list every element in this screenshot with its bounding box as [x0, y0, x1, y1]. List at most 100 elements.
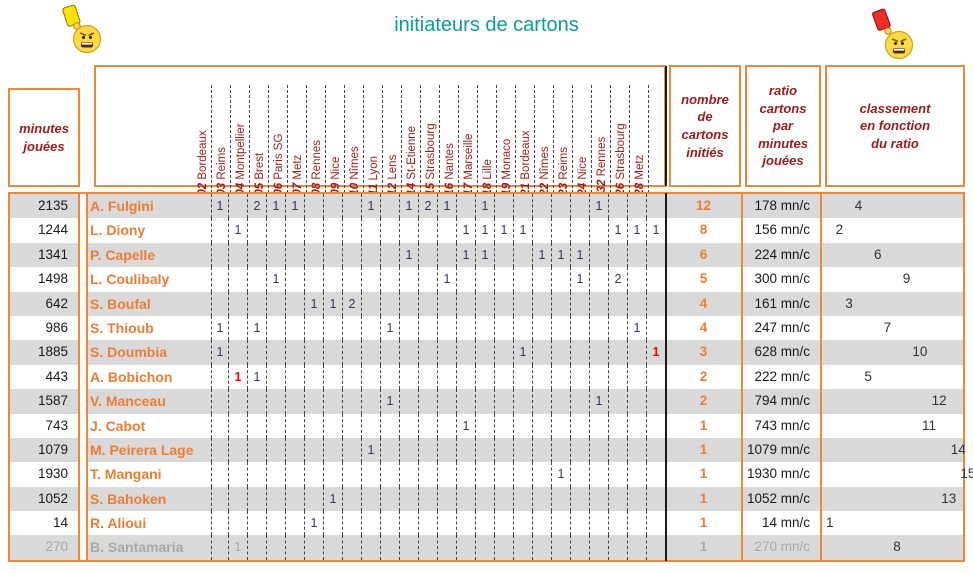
- card-cell: [514, 315, 533, 341]
- rank-cell: 8: [893, 539, 901, 555]
- card-cell: [400, 535, 419, 560]
- card-cell: [324, 340, 343, 365]
- ratio-header: ratio cartons par minutes jouées: [745, 65, 821, 187]
- card-cell: [628, 340, 647, 365]
- card-cell: [514, 242, 533, 268]
- card-cell: [324, 535, 343, 560]
- card-cell: [438, 437, 457, 463]
- card-cell: [229, 242, 248, 268]
- card-cell: 1: [552, 242, 571, 268]
- card-cell: [229, 486, 248, 512]
- card-cell: [438, 535, 457, 560]
- table-row: 1587 V. Manceau 1 1 2 794 mn/c 12: [10, 389, 963, 414]
- minutes-cell: 2135: [37, 198, 68, 213]
- card-cell: [381, 486, 400, 512]
- player-name: V. Manceau: [90, 393, 166, 410]
- card-cell: [457, 462, 476, 487]
- card-cell: [495, 389, 514, 414]
- card-cell: [324, 315, 343, 341]
- card-cell: [211, 364, 229, 390]
- card-cell: [647, 389, 666, 414]
- card-cell: [628, 437, 647, 463]
- card-cell: 1: [533, 242, 552, 268]
- card-cell: 1: [514, 340, 533, 365]
- card-cell: [476, 511, 495, 536]
- card-cell: [590, 535, 609, 560]
- ratio-cell: 14 mn/c: [741, 511, 822, 536]
- card-cell: [476, 340, 495, 365]
- card-cell: [419, 340, 438, 365]
- card-cell: [533, 462, 552, 487]
- card-cell: [324, 437, 343, 463]
- table-row: 270 B. Santamaria 1 1 270 mn/c 8: [10, 535, 963, 560]
- card-cell: [533, 437, 552, 463]
- rank-cell: 15: [960, 466, 973, 482]
- cards-count-cell: 2: [699, 393, 708, 409]
- column-separator: [553, 84, 554, 203]
- card-cell: [343, 511, 362, 536]
- card-cell: [609, 291, 628, 316]
- card-cell: [324, 194, 343, 219]
- card-cell: [476, 437, 495, 463]
- card-cell: 1: [211, 194, 229, 219]
- column-separator: [648, 84, 649, 203]
- card-cell: [211, 437, 229, 463]
- table-row: 1498 L. Coulibaly 1 1 1 2 5 300 mn/c 9: [10, 267, 963, 292]
- card-cell: [324, 389, 343, 414]
- card-cell: [324, 364, 343, 390]
- card-cell: [286, 218, 305, 243]
- column-separator: [629, 84, 630, 203]
- card-cell: [552, 267, 571, 292]
- card-cell: [229, 437, 248, 463]
- rank-cell: 7: [883, 319, 892, 335]
- card-cell: [609, 535, 628, 560]
- player-name: L. Diony: [90, 222, 146, 239]
- table-row: 2135 A. Fulgini 1 2 1 1 1 1 2 1 1 1 12 178 mn/c 4: [10, 194, 963, 219]
- card-cell: [400, 267, 419, 292]
- card-cell: [647, 511, 666, 536]
- card-cell: [400, 291, 419, 316]
- cards-count-cell: 6: [699, 246, 708, 262]
- card-cell: [457, 511, 476, 536]
- card-cell: [362, 413, 381, 438]
- card-cell: [476, 291, 495, 316]
- ratio-cell: 794 mn/c: [741, 389, 822, 414]
- cards-count-cell: 1: [699, 490, 708, 506]
- card-cell: 1: [305, 511, 324, 536]
- card-cell: [495, 535, 514, 560]
- card-cell: [248, 291, 267, 316]
- card-cell: [267, 389, 286, 414]
- card-cell: [514, 389, 533, 414]
- card-cell: [324, 462, 343, 487]
- card-cell: [514, 437, 533, 463]
- card-cell: [211, 486, 229, 512]
- red-card-smiley-icon: [868, 8, 920, 67]
- card-cell: [343, 315, 362, 341]
- column-separator: [230, 84, 231, 203]
- table-row: 443 A. Bobichon 1 1 2 222 mn/c 5: [10, 364, 963, 390]
- card-cell: [419, 389, 438, 414]
- column-separator: [572, 84, 573, 203]
- player-name: A. Bobichon: [90, 368, 173, 385]
- card-cell: [211, 218, 229, 243]
- card-cell: [609, 364, 628, 390]
- card-cell: [419, 291, 438, 316]
- card-cell: [400, 486, 419, 512]
- card-cell: [229, 340, 248, 365]
- card-cell: 1: [267, 267, 286, 292]
- cards-count-cell: 1: [699, 515, 708, 531]
- card-cell: [381, 364, 400, 390]
- card-cell: 1: [514, 218, 533, 243]
- card-cell: [267, 291, 286, 316]
- card-cell: [381, 267, 400, 292]
- card-cell: [476, 389, 495, 414]
- card-cell: [324, 218, 343, 243]
- table-row: 986 S. Thioub 1 1 1 1 4 247 mn/c 7: [10, 315, 963, 341]
- card-cell: [533, 340, 552, 365]
- column-separator: [306, 84, 307, 203]
- card-cell: 1: [552, 462, 571, 487]
- card-cell: [400, 315, 419, 341]
- card-cell: [267, 364, 286, 390]
- card-cell: [211, 267, 229, 292]
- card-cell: [628, 413, 647, 438]
